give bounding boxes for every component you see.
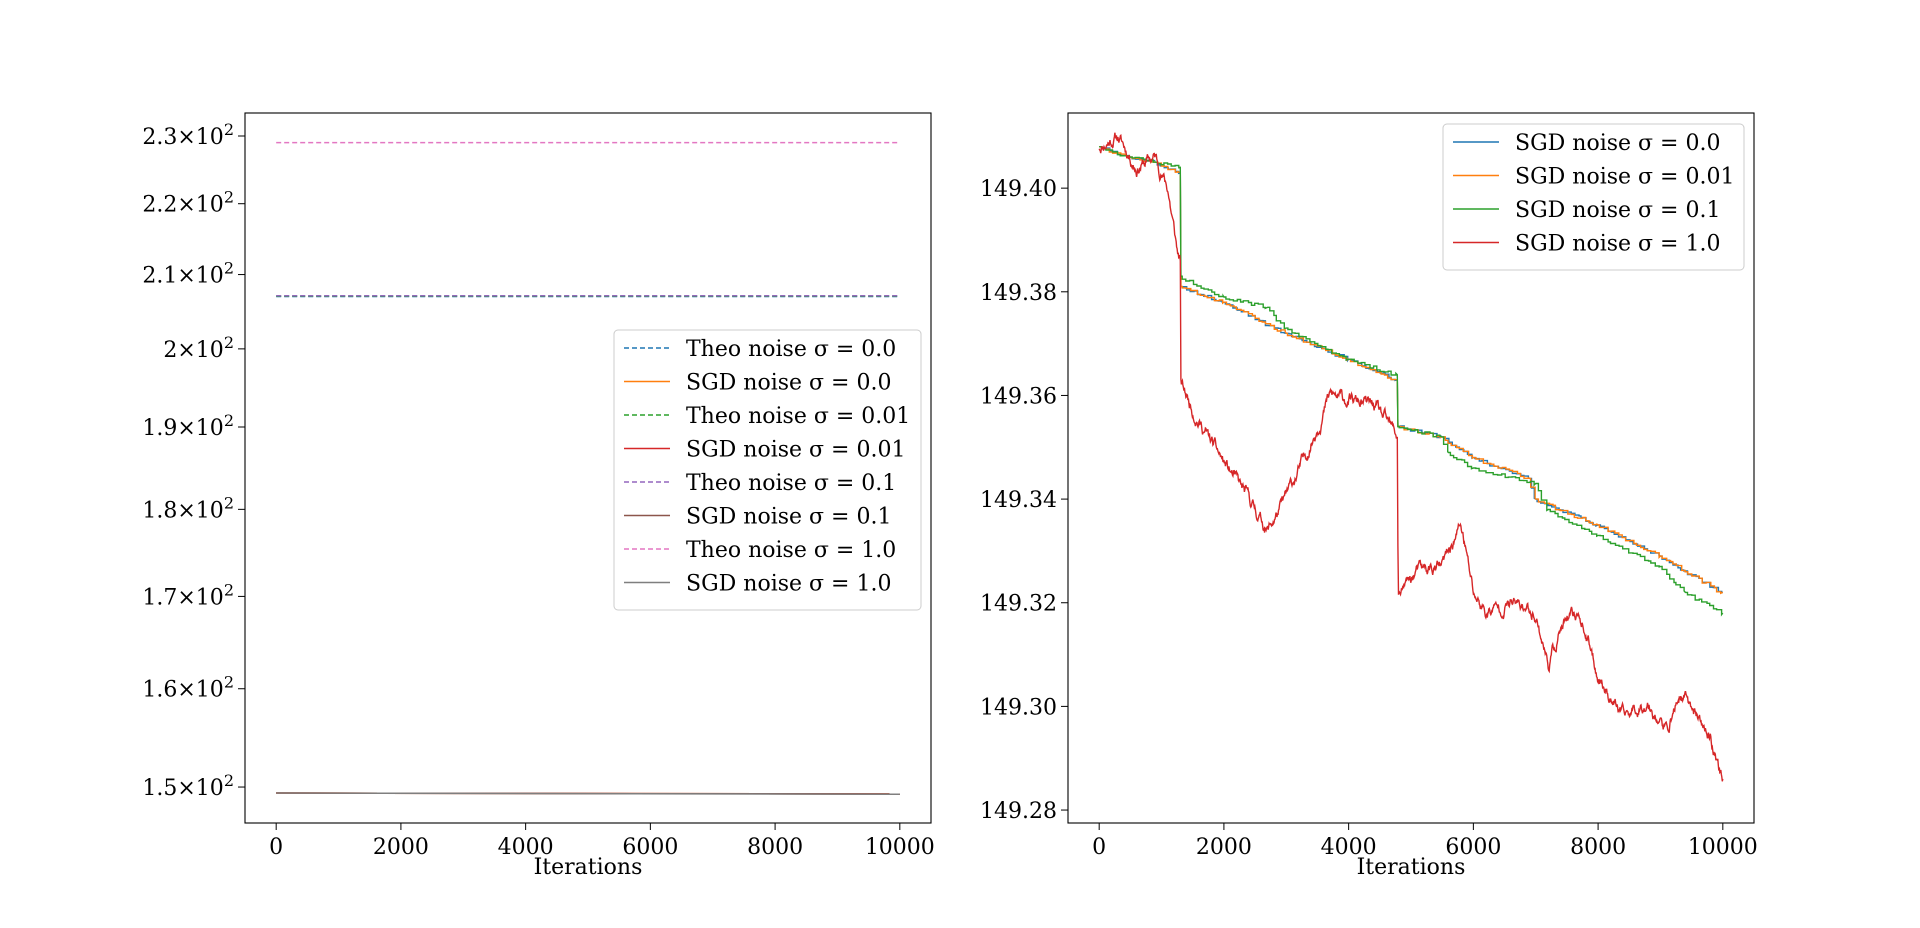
right-axes-frame: [1067, 112, 1755, 824]
y-tick-label: 149.30: [980, 695, 1057, 720]
legend-label: SGD noise σ = 0.01: [1515, 165, 1734, 190]
x-tick-label: 6000: [1445, 835, 1501, 860]
legend-label: Theo noise σ = 0.01: [686, 404, 910, 429]
y-tick-label: 2.3×102: [142, 120, 234, 150]
y-tick-label: 149.38: [980, 281, 1057, 306]
legend-label: Theo noise σ = 0.0: [686, 337, 896, 362]
legend-box: [1442, 123, 1745, 271]
left-chart: 0 2000 4000 6000 8000 10000 1.5×102 1.6×102 1.7…: [142, 112, 935, 880]
legend-label: Theo noise σ = 0.1: [686, 471, 896, 496]
x-tick-label: 8000: [1570, 835, 1626, 860]
legend-label: SGD noise σ = 0.01: [686, 438, 905, 463]
left-legend: Theo noise σ = 0.0 SGD noise σ = 0.0 Theo …: [613, 329, 922, 611]
x-tick-label: 6000: [622, 835, 678, 860]
left-axes-frame: [244, 112, 932, 824]
legend-label: Theo noise σ = 1.0: [686, 538, 896, 563]
y-tick-label: 1.8×102: [142, 493, 234, 523]
x-tick-label: 4000: [498, 835, 554, 860]
right-series-line-2: [1099, 146, 1724, 617]
y-tick-label: 1.9×102: [142, 411, 234, 441]
x-tick-label: 2000: [1196, 835, 1252, 860]
left-y-ticks: 1.5×102 1.6×102 1.7×102 1.8×102 1.9×102 2×102…: [142, 120, 245, 801]
y-tick-label: 149.36: [980, 384, 1057, 409]
left-x-ticks: 0 2000 4000 6000 8000 10000: [269, 823, 935, 860]
right-legend: SGD noise σ = 0.0 SGD noise σ = 0.01 SGD n…: [1442, 123, 1745, 271]
legend-label: SGD noise σ = 0.1: [686, 505, 891, 530]
y-tick-label: 149.34: [980, 488, 1057, 513]
y-tick-label: 1.5×102: [142, 771, 234, 801]
right-x-ticks: 0 2000 4000 6000 8000 10000: [1092, 823, 1758, 860]
x-tick-label: 4000: [1321, 835, 1377, 860]
legend-label: SGD noise σ = 0.0: [1515, 131, 1720, 156]
y-tick-label: 1.6×102: [142, 673, 234, 703]
y-tick-label: 149.40: [980, 177, 1057, 202]
y-tick-label: 2.2×102: [142, 188, 234, 218]
y-tick-label: 149.32: [980, 592, 1057, 617]
right-series-line-3: [1098, 132, 1724, 782]
y-tick-label: 149.28: [980, 799, 1057, 824]
legend-box: [613, 329, 922, 611]
y-tick-label: 2.1×102: [142, 259, 234, 289]
y-tick-label: 2×102: [163, 333, 234, 363]
x-tick-label: 2000: [373, 835, 429, 860]
x-tick-label: 0: [269, 835, 283, 860]
x-tick-label: 10000: [865, 835, 935, 860]
legend-label: SGD noise σ = 1.0: [686, 572, 891, 597]
legend-label: SGD noise σ = 0.1: [1515, 198, 1720, 223]
legend-label: SGD noise σ = 0.0: [686, 371, 891, 396]
right-y-ticks: 149.28 149.30 149.32 149.34 149.36 149.38 149.…: [980, 177, 1068, 824]
right-chart: 0 2000 4000 6000 8000 10000 149.28 149.30 149.3…: [980, 112, 1758, 880]
left-plot-area: [276, 141, 900, 796]
x-tick-label: 8000: [747, 835, 803, 860]
y-tick-label: 1.7×102: [142, 580, 234, 610]
left-series-line-7: [276, 792, 900, 796]
right-plot-area: [1098, 132, 1724, 782]
left-x-axis-label: Iterations: [534, 855, 643, 880]
right-x-axis-label: Iterations: [1357, 855, 1466, 880]
x-tick-label: 10000: [1688, 835, 1758, 860]
legend-label: SGD noise σ = 1.0: [1515, 232, 1720, 257]
x-tick-label: 0: [1092, 835, 1106, 860]
